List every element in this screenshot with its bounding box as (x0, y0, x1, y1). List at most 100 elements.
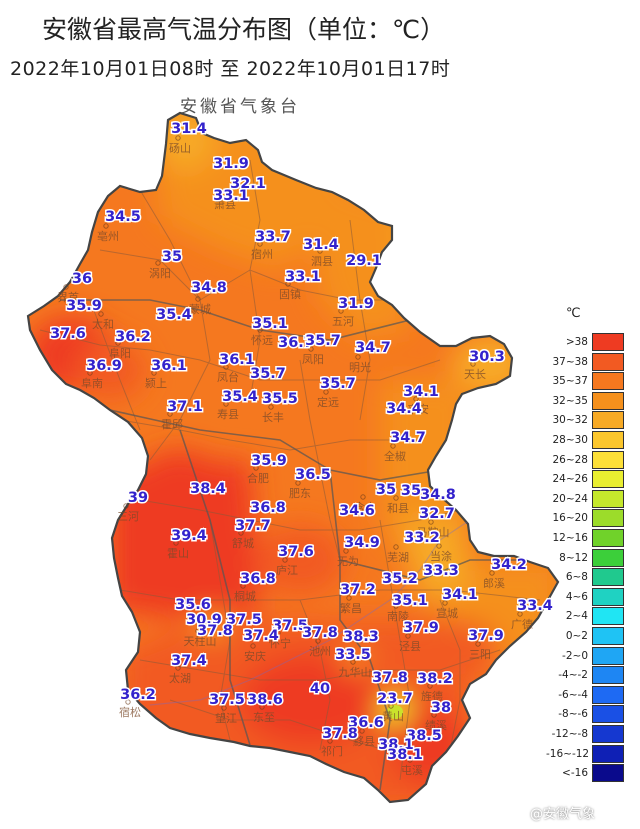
temperature-value: 37.9 (403, 620, 439, 636)
legend-label: -2~0 (562, 649, 588, 662)
city-name-label: 宿松 (119, 705, 141, 719)
legend-label: -16~-12 (546, 747, 590, 760)
legend-label: 0~2 (565, 630, 588, 642)
station-marker (275, 630, 281, 636)
legend-label: -12~-8 (551, 728, 588, 740)
city-name-label: 南陵 (387, 610, 409, 623)
station-marker (431, 712, 437, 718)
city-name-label: 舒城 (232, 536, 254, 550)
city-name-label: 屯溪 (401, 764, 423, 777)
legend-label: 37~38 (552, 355, 588, 368)
city-name-label: 阜南 (81, 377, 103, 390)
legend-swatch (592, 411, 624, 430)
temperature-value: 35.5 (262, 391, 298, 407)
city-name-label: 怀宁 (269, 636, 291, 650)
temperature-value: 35 (162, 249, 182, 265)
station-marker (98, 311, 104, 317)
temperature-value: 34.7 (355, 340, 391, 356)
legend-swatch (592, 509, 624, 528)
legend-swatch (592, 666, 624, 685)
legend-swatch (592, 470, 624, 489)
legend-label: 4~6 (565, 590, 588, 603)
legend-label: 6~8 (565, 571, 588, 584)
station-marker (268, 404, 274, 410)
station-marker (355, 354, 361, 360)
city-name-label: 无为 (337, 555, 359, 568)
station-marker (393, 495, 399, 501)
city-name-label: 颍上 (145, 377, 167, 390)
temperature-value: 34.1 (442, 587, 478, 603)
temperature-value: 37.5 (209, 692, 245, 708)
legend-swatch (592, 627, 624, 645)
temperature-value: 35.1 (392, 593, 428, 609)
station-marker (87, 370, 93, 376)
temperature-value: 37.1 (167, 399, 203, 415)
temperature-value: 37.8 (372, 670, 408, 686)
station-marker (282, 557, 288, 563)
temperature-value: 36.6 (348, 715, 384, 731)
station-marker (257, 241, 263, 247)
city-name-label: 马鞍山 (417, 525, 450, 539)
temperature-value: 33.3 (423, 563, 459, 579)
city-name-label: 绩溪 (425, 719, 447, 732)
temperature-value: 35.9 (251, 453, 287, 469)
legend-label: 12~16 (552, 532, 588, 544)
temperature-value: 35.7 (250, 366, 286, 382)
map-title: 安徽省最高气温分布图（单位：℃） (42, 15, 446, 44)
station-marker (405, 633, 411, 639)
temperature-value: 37.8 (322, 726, 358, 742)
city-name-label: 合肥 (247, 471, 269, 485)
temperature-value: 33.4 (517, 598, 553, 614)
city-name-label: 肥东 (289, 487, 311, 500)
city-name-label: 泗县 (311, 255, 333, 268)
station-marker (253, 465, 259, 471)
temperature-value: 31.9 (338, 296, 374, 312)
station-marker (359, 728, 365, 734)
station-marker (350, 659, 356, 665)
temperature-value: 32.1 (230, 176, 266, 192)
temperature-value: 37.8 (302, 625, 338, 641)
temperature-value: 34.5 (105, 209, 141, 225)
station-marker (388, 703, 394, 709)
city-name-label: 凤阳 (302, 353, 324, 366)
temperature-value: 36.7 (278, 335, 314, 351)
legend-swatch (592, 529, 624, 547)
legend-swatch (592, 450, 624, 469)
station-marker (295, 480, 301, 486)
temperature-value: 23.7 (377, 691, 413, 707)
legend-label: 32~35 (552, 394, 588, 407)
legend-swatch (592, 548, 624, 567)
legend-swatch (592, 431, 624, 449)
temperature-value: 36.2 (120, 687, 156, 703)
station-marker (167, 411, 173, 417)
station-marker (63, 284, 69, 290)
legend-swatch (592, 744, 624, 763)
city-name-label: 凤台 (217, 370, 239, 384)
issuing-agency: 安徽省气象台 (180, 97, 300, 117)
station-marker (285, 281, 291, 287)
legend-label: 30~32 (552, 414, 588, 427)
temperature-value: 34.7 (390, 430, 426, 446)
temperature-value: 35.7 (320, 376, 356, 392)
city-name-label: 蒙城 (189, 303, 211, 316)
station-marker (250, 643, 256, 649)
temperature-value: 37.9 (468, 628, 504, 644)
city-name-label: 旌德 (421, 689, 443, 703)
temperature-value: 36.9 (86, 358, 122, 374)
station-marker (360, 494, 366, 500)
legend-swatch (592, 607, 624, 626)
station-marker (125, 699, 131, 705)
city-name-label: 萧县 (214, 198, 236, 211)
temperature-value: 35 (401, 483, 421, 499)
station-marker (470, 361, 476, 367)
temperature-value: 33.5 (335, 647, 371, 663)
temperature-value: 35.4 (222, 389, 258, 405)
temperature-value: 37.5 (272, 618, 308, 634)
temperature-value: 35 (376, 482, 396, 498)
station-marker (317, 248, 323, 254)
temperature-value: 37.2 (340, 582, 376, 598)
temperature-value: 33.1 (285, 269, 321, 285)
city-name-label: 全椒 (384, 449, 406, 463)
city-name-label: 庐江 (276, 563, 298, 577)
city-name-label: 明光 (349, 360, 371, 374)
